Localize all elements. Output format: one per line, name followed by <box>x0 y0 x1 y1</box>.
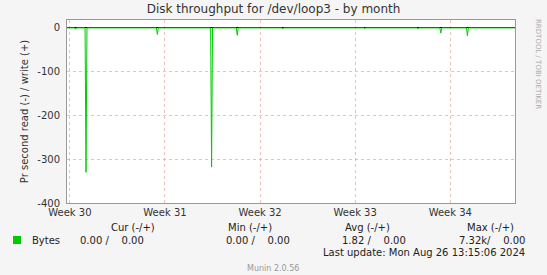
svg-text:Avg (-/+): Avg (-/+) <box>345 222 390 233</box>
svg-text:0.00 / 0.00: 0.00 / 0.00 <box>80 235 144 246</box>
svg-text:Max (-/+): Max (-/+) <box>467 222 514 233</box>
svg-text:Bytes: Bytes <box>32 235 60 246</box>
svg-text:7.32k/ 0.00: 7.32k/ 0.00 <box>459 235 525 246</box>
svg-text:-100: -100 <box>37 66 60 77</box>
svg-text:0: 0 <box>54 22 60 33</box>
svg-text:Week 30: Week 30 <box>48 207 91 218</box>
svg-text:-400: -400 <box>37 198 60 209</box>
svg-text:Week 33: Week 33 <box>334 207 377 218</box>
svg-text:Munin 2.0.56: Munin 2.0.56 <box>247 264 299 273</box>
svg-text:-300: -300 <box>37 154 60 165</box>
svg-text:0.00 / 0.00: 0.00 / 0.00 <box>226 235 290 246</box>
svg-text:-200: -200 <box>37 110 60 121</box>
svg-text:1.82 / 0.00: 1.82 / 0.00 <box>342 235 406 246</box>
svg-text:Disk throughput for /dev/loop3: Disk throughput for /dev/loop3 - by mont… <box>147 2 401 16</box>
svg-text:Last update: Mon Aug 26 13:15:: Last update: Mon Aug 26 13:15:06 2024 <box>323 247 525 258</box>
svg-text:Week 32: Week 32 <box>238 207 281 218</box>
svg-text:Pr second read (-) / write (+): Pr second read (-) / write (+) <box>19 40 30 183</box>
svg-text:Min (-/+): Min (-/+) <box>228 222 272 233</box>
svg-text:Week 31: Week 31 <box>143 207 186 218</box>
svg-text:RRDTOOL / TOBI OETIKER: RRDTOOL / TOBI OETIKER <box>534 19 542 109</box>
svg-text:Week 34: Week 34 <box>429 207 472 218</box>
svg-text:Cur (-/+): Cur (-/+) <box>111 222 155 233</box>
